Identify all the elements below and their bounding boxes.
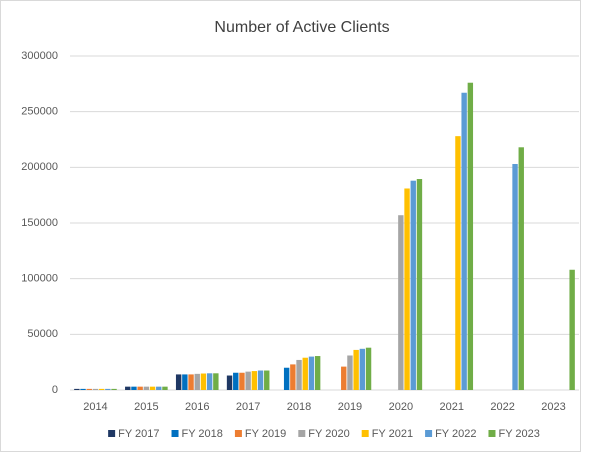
bar [461, 92, 467, 391]
chart-title: Number of Active Clients [214, 19, 389, 36]
bar [302, 357, 308, 390]
legend-label: FY 2017 [118, 428, 159, 440]
bar [347, 355, 353, 390]
bar [359, 348, 366, 390]
bar [111, 388, 117, 390]
bar [512, 163, 518, 390]
bar [296, 359, 302, 390]
legend-label: FY 2023 [498, 428, 539, 440]
y-tick-label: 100000 [21, 273, 58, 285]
x-tick-label: 2020 [389, 401, 413, 413]
bar [251, 371, 258, 390]
bar [194, 373, 200, 390]
x-tick-label: 2016 [185, 401, 209, 413]
bar [308, 356, 315, 390]
y-tick-label: 50000 [27, 328, 58, 340]
legend-swatch [108, 430, 116, 437]
bar [455, 136, 461, 390]
x-tick-label: 2019 [338, 401, 362, 413]
bar [290, 364, 296, 390]
bar [125, 386, 131, 390]
y-tick-label: 0 [52, 384, 58, 396]
bar [283, 367, 290, 390]
bar [98, 388, 105, 390]
x-tick-label: 2021 [440, 401, 464, 413]
legend-swatch [234, 430, 242, 437]
bar [264, 370, 270, 390]
bar [143, 386, 150, 390]
bar [175, 374, 182, 390]
bar [213, 373, 219, 390]
legend-swatch [425, 430, 433, 437]
bar [137, 386, 143, 390]
bar [341, 366, 347, 390]
bar [74, 388, 80, 390]
legend-label: FY 2021 [372, 428, 413, 440]
y-tick-label: 300000 [21, 50, 58, 62]
x-tick-label: 2014 [83, 401, 107, 413]
bar [365, 347, 372, 390]
bar [226, 375, 233, 390]
bar [149, 386, 156, 390]
bar [245, 371, 251, 390]
legend-swatch [361, 430, 369, 437]
x-tick-label: 2018 [287, 401, 311, 413]
bar [314, 356, 321, 390]
bar [233, 372, 239, 390]
x-tick-label: 2017 [236, 401, 260, 413]
bar [398, 215, 404, 390]
bar [156, 386, 162, 390]
legend-label: FY 2020 [308, 428, 349, 440]
bar [239, 372, 245, 390]
legend-swatch [488, 430, 496, 437]
bar [131, 386, 137, 390]
bar [182, 374, 188, 390]
bar [518, 147, 524, 390]
bar [162, 386, 168, 390]
bar [404, 188, 410, 390]
bar [80, 388, 86, 390]
bar [86, 388, 92, 390]
bar [353, 349, 359, 390]
bar [257, 370, 264, 390]
bar [416, 179, 423, 390]
bar [206, 373, 213, 390]
legend-label: FY 2022 [435, 428, 476, 440]
bar [200, 373, 207, 390]
y-tick-label: 150000 [21, 217, 58, 229]
x-tick-label: 2023 [541, 401, 565, 413]
bar [467, 82, 474, 390]
legend-label: FY 2018 [182, 428, 223, 440]
legend-swatch [298, 430, 306, 437]
x-tick-label: 2015 [134, 401, 158, 413]
legend-label: FY 2019 [245, 428, 286, 440]
bar [92, 388, 99, 390]
legend-swatch [171, 430, 179, 437]
bar [410, 180, 416, 390]
bar [569, 269, 575, 390]
bar [188, 374, 194, 390]
x-tick-label: 2022 [490, 401, 514, 413]
y-tick-label: 250000 [21, 106, 58, 118]
y-tick-label: 200000 [21, 161, 58, 173]
bar [105, 388, 111, 390]
